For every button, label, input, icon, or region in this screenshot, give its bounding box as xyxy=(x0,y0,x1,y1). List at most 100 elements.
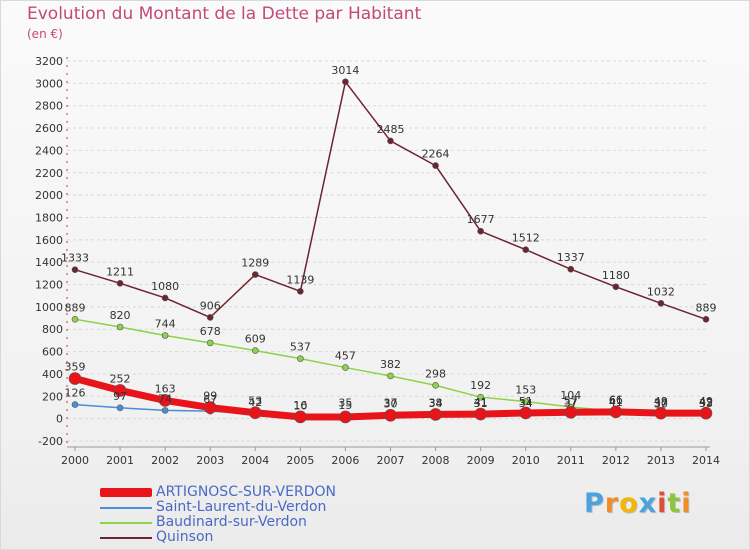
y-tick-label: 200 xyxy=(42,390,63,403)
data-point xyxy=(68,372,82,385)
data-point xyxy=(113,384,127,397)
data-label: 1139 xyxy=(286,273,314,286)
data-label: 163 xyxy=(155,382,176,395)
data-label: 34 xyxy=(519,397,533,410)
y-tick-label: 1400 xyxy=(35,256,63,269)
data-label: 16 xyxy=(293,399,307,412)
x-tick-label: 2012 xyxy=(602,454,630,467)
legend-swatch xyxy=(100,488,152,497)
logo-letter: i xyxy=(681,488,692,519)
grid-layer xyxy=(67,60,706,442)
data-point xyxy=(71,266,79,273)
data-point xyxy=(203,401,217,414)
data-label: 1032 xyxy=(647,285,675,298)
data-label: 15 xyxy=(338,399,352,412)
x-tick-label: 2009 xyxy=(467,454,495,467)
y-tick-label: 1800 xyxy=(35,211,63,224)
data-point xyxy=(294,410,307,424)
data-label: 457 xyxy=(335,350,356,363)
data-point xyxy=(522,246,530,253)
x-tick-label: 2008 xyxy=(422,454,450,467)
data-point xyxy=(297,288,304,295)
data-label: 1337 xyxy=(557,251,585,264)
data-point xyxy=(248,406,262,420)
data-point xyxy=(387,372,394,380)
data-label: 42 xyxy=(699,396,713,409)
data-point xyxy=(116,279,124,287)
chart-title: Evolution du Montant de la Dette par Hab… xyxy=(27,4,422,24)
data-point xyxy=(161,294,169,302)
y-tick-label: 3200 xyxy=(35,55,63,68)
data-label: 30 xyxy=(384,397,398,410)
data-label: 38 xyxy=(429,396,443,409)
y-tick-label: 600 xyxy=(42,346,63,359)
legend-label: Saint-Laurent-du-Verdon xyxy=(156,499,327,515)
data-label: 889 xyxy=(696,301,717,314)
data-label: 61 xyxy=(609,394,623,407)
data-point xyxy=(158,394,172,407)
y-tick-label: 1200 xyxy=(35,279,63,292)
data-label: 252 xyxy=(110,372,131,385)
x-tick-label: 2013 xyxy=(647,454,675,467)
data-point xyxy=(387,137,394,145)
y-tick-label: 3000 xyxy=(35,77,63,90)
data-point xyxy=(657,300,665,307)
data-label: 104 xyxy=(560,389,581,402)
data-label-layer: 1333 1211 1080 906 1289 1139 3014 2485 2264 1677 1… xyxy=(61,64,717,413)
data-point xyxy=(609,405,623,419)
data-point xyxy=(429,408,442,421)
y-tick-label: 1600 xyxy=(35,234,63,247)
data-label: 359 xyxy=(65,361,86,374)
data-label: 3014 xyxy=(331,64,359,77)
data-point xyxy=(477,393,484,401)
data-label: 51 xyxy=(519,395,533,408)
y-tick-label: -200 xyxy=(38,435,63,448)
data-label: 42 xyxy=(248,396,262,409)
data-point xyxy=(432,162,439,169)
series-layer xyxy=(68,78,713,424)
data-label: 382 xyxy=(380,358,401,371)
data-label: 192 xyxy=(470,379,491,392)
data-label: 2485 xyxy=(377,123,405,136)
legend-swatch xyxy=(100,522,152,524)
data-point xyxy=(206,314,214,321)
data-point xyxy=(251,271,259,278)
axis-layer: -200 0 200 400 600 800 1000 1200 1400 1600 1800 200… xyxy=(35,55,720,467)
data-label: 153 xyxy=(515,384,536,397)
data-label: 37 xyxy=(654,397,668,410)
data-point xyxy=(297,355,304,362)
data-label: 1677 xyxy=(467,213,495,226)
data-label: 1180 xyxy=(602,269,630,282)
x-tick-label: 2001 xyxy=(106,454,134,467)
data-label: 31 xyxy=(474,397,488,410)
data-label: 1289 xyxy=(241,257,269,270)
legend-swatch xyxy=(100,537,152,539)
data-label: 41 xyxy=(474,396,488,409)
data-label: 67 xyxy=(203,393,217,406)
legend-swatch xyxy=(100,507,152,509)
data-label: 41 xyxy=(609,396,623,409)
proxiti-logo: Proxiti xyxy=(584,488,692,519)
data-label: 99 xyxy=(203,390,217,403)
data-point xyxy=(206,339,214,347)
y-tick-label: 2400 xyxy=(35,144,63,157)
x-tick-label: 2011 xyxy=(557,454,585,467)
data-point xyxy=(474,407,487,421)
data-point xyxy=(432,382,439,389)
x-tick-label: 2007 xyxy=(377,454,405,467)
y-tick-label: 0 xyxy=(56,413,63,426)
y-tick-label: 800 xyxy=(42,323,63,336)
data-label: 1333 xyxy=(61,252,89,265)
data-label: 537 xyxy=(290,341,311,354)
logo-letter: i xyxy=(657,488,668,519)
data-label: 66 xyxy=(609,393,623,406)
data-point xyxy=(654,406,668,420)
data-label: 678 xyxy=(200,325,221,338)
data-label: 744 xyxy=(155,317,176,330)
data-point xyxy=(477,227,484,235)
data-point xyxy=(116,323,124,331)
logo-letter: r xyxy=(604,488,620,519)
x-tick-label: 2004 xyxy=(241,454,269,467)
